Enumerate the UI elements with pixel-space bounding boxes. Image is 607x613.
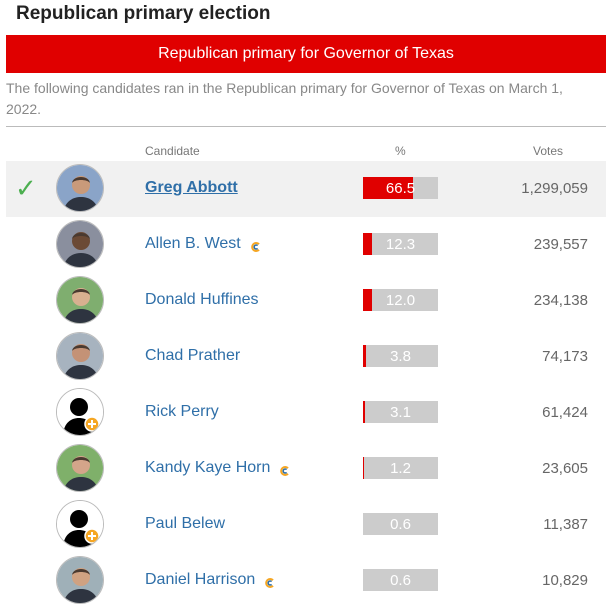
percent-bar: 0.6 <box>363 513 438 535</box>
candidate-name-link[interactable]: Allen B. West <box>145 235 241 252</box>
percent-value: 12.0 <box>385 292 416 309</box>
vote-count: 10,829 <box>542 572 588 589</box>
candidate-row: Paul Belew 0.6 11,387 <box>6 497 606 553</box>
race-banner: Republican primary for Governor of Texas <box>6 35 606 73</box>
vote-count: 11,387 <box>543 516 588 533</box>
column-header-candidate: Candidate <box>145 144 200 158</box>
candidate-name-link[interactable]: Daniel Harrison <box>145 571 256 588</box>
percent-bar-fill <box>363 233 373 255</box>
incumbent-icon <box>265 575 275 588</box>
percent-value: 0.6 <box>390 572 411 589</box>
incumbent-icon <box>251 239 261 252</box>
vote-count: 23,605 <box>542 460 588 477</box>
percent-value: 66.5 <box>385 180 416 197</box>
percent-value: 0.6 <box>390 516 411 533</box>
percent-bar: 0.6 <box>363 569 438 591</box>
percent-value: 3.8 <box>390 348 411 365</box>
vote-count: 61,424 <box>542 404 588 421</box>
percent-bar: 12.0 <box>363 289 438 311</box>
vote-count: 1,299,059 <box>521 180 588 197</box>
percent-bar: 66.5 <box>363 177 438 199</box>
percent-bar: 3.1 <box>363 401 438 423</box>
candidate-row: Donald Huffines 12.0 234,138 <box>6 273 606 329</box>
percent-bar-fill <box>363 289 372 311</box>
percent-value: 1.2 <box>390 460 411 477</box>
percent-bar: 3.8 <box>363 345 438 367</box>
candidate-row: Rick Perry 3.1 61,424 <box>6 385 606 441</box>
vote-count: 74,173 <box>542 348 588 365</box>
candidate-row: ✓ Greg Abbott 66.5 1,299,059 <box>6 161 606 217</box>
vote-count: 239,557 <box>533 236 588 253</box>
percent-value: 12.3 <box>385 236 416 253</box>
percent-bar: 12.3 <box>363 233 438 255</box>
divider <box>6 126 606 127</box>
candidate-name-link[interactable]: Donald Huffines <box>145 291 259 308</box>
candidate-row: Kandy Kaye Horn 1.2 23,605 <box>6 441 606 497</box>
percent-bar: 1.2 <box>363 457 438 479</box>
avatar <box>56 332 104 380</box>
avatar-placeholder-icon <box>56 388 104 436</box>
percent-bar-fill <box>363 345 366 367</box>
avatar <box>56 276 104 324</box>
candidate-name-link[interactable]: Paul Belew <box>145 515 226 532</box>
candidate-name-link[interactable]: Greg Abbott <box>145 179 238 196</box>
percent-bar-fill <box>363 401 366 423</box>
candidate-name-link[interactable]: Rick Perry <box>145 403 219 420</box>
percent-bar-fill <box>363 177 413 199</box>
candidate-row: Allen B. West 12.3 239,557 <box>6 217 606 273</box>
percent-value: 3.1 <box>390 404 411 421</box>
winner-check-icon: ✓ <box>15 173 37 203</box>
candidate-name-link[interactable]: Kandy Kaye Horn <box>145 459 271 476</box>
race-description: The following candidates ran in the Repu… <box>6 80 563 117</box>
candidate-row: Chad Prather 3.8 74,173 <box>6 329 606 385</box>
avatar <box>56 220 104 268</box>
column-header-votes: Votes <box>533 144 564 158</box>
percent-bar-fill <box>363 457 364 479</box>
column-header-percent: % <box>395 144 406 158</box>
avatar <box>56 164 104 212</box>
incumbent-icon <box>280 463 290 476</box>
avatar <box>56 556 104 604</box>
avatar <box>56 444 104 492</box>
vote-count: 234,138 <box>533 292 588 309</box>
candidate-name-link[interactable]: Chad Prather <box>145 347 241 364</box>
candidate-row: Daniel Harrison 0.6 10,829 <box>6 553 606 609</box>
results-table: ✓ Greg Abbott 66.5 1,299,059 Allen B. West 12… <box>6 161 606 609</box>
page-title: Republican primary election <box>16 3 271 24</box>
avatar-placeholder-icon <box>56 500 104 548</box>
